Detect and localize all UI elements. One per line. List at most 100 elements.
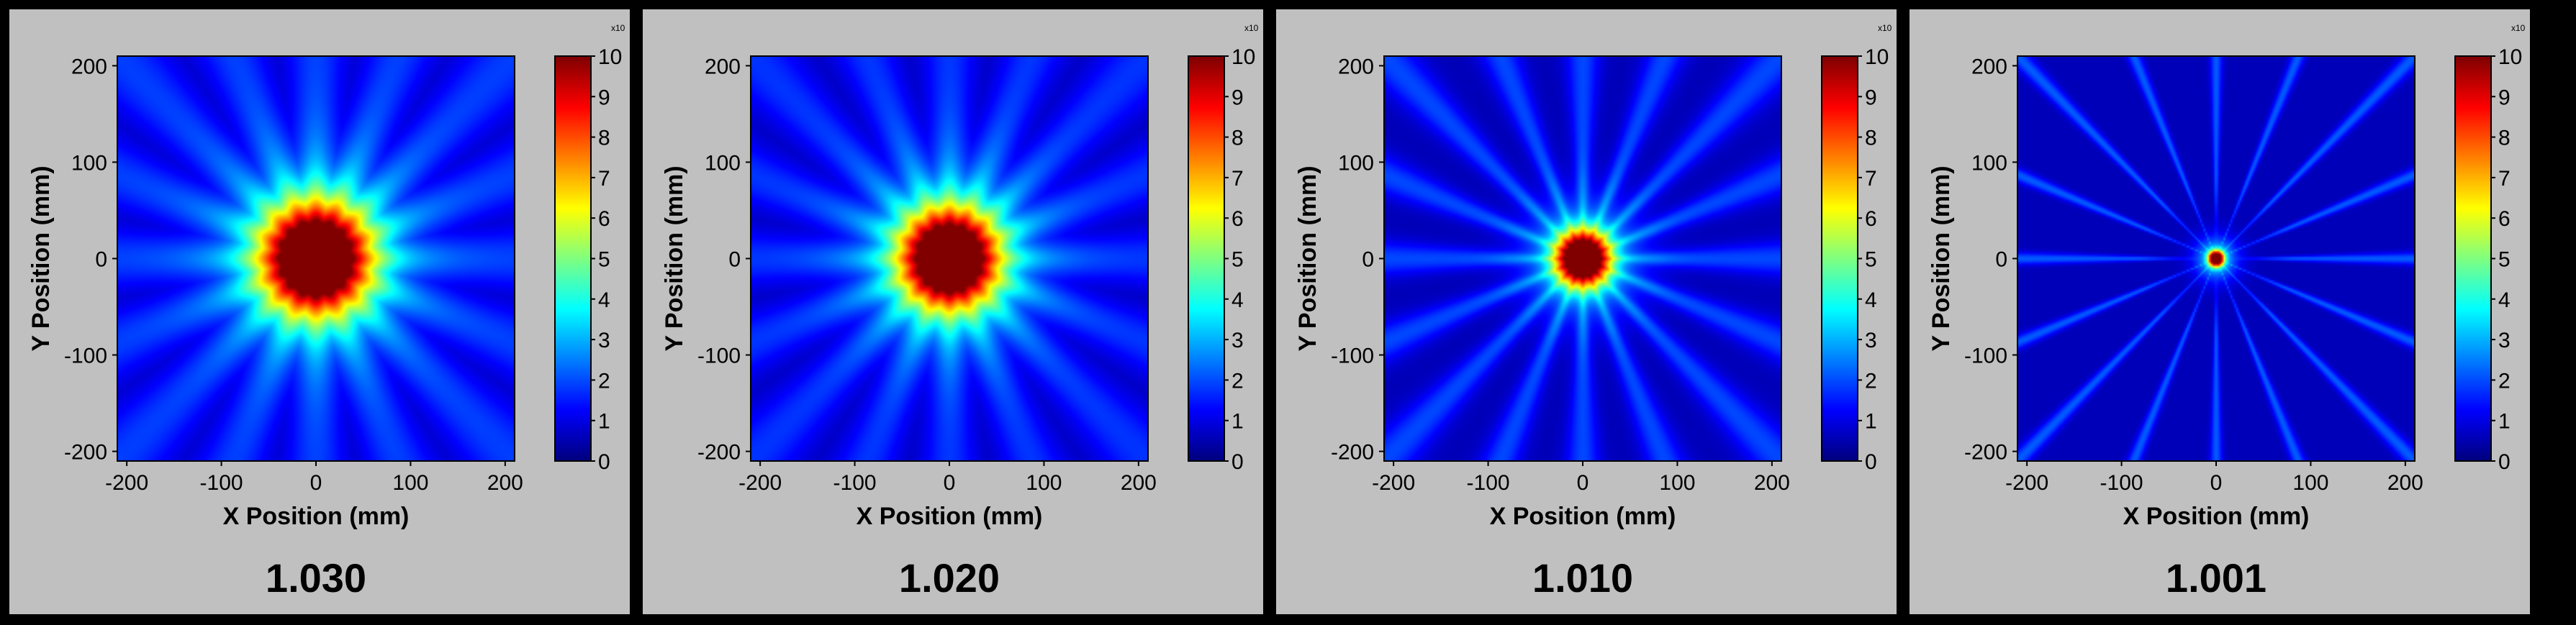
panel-title: 1.020	[899, 555, 1000, 601]
colorbar-scale-mark: x10	[2511, 23, 2526, 33]
colorbar-tick-label: 3	[1865, 329, 1877, 352]
y-tick-label: 200	[1338, 55, 1374, 78]
colorbar-tick-label: 3	[1231, 329, 1244, 352]
x-tick-label: -200	[1372, 471, 1415, 495]
colorbar-gradient	[1822, 56, 1858, 461]
y-axis-label: Y Position (mm)	[27, 165, 55, 351]
y-tick-label: 100	[1971, 151, 2007, 175]
x-tick-label: -100	[200, 471, 243, 495]
colorbar-tick-label: 5	[1865, 248, 1877, 272]
x-tick-label: 0	[944, 471, 956, 495]
colorbar-tick-label: 6	[1865, 207, 1877, 231]
colorbar-tick-label: 4	[1231, 288, 1244, 312]
y-tick-label: 0	[1362, 248, 1374, 272]
y-tick-label: -100	[64, 345, 107, 368]
y-tick-label: -100	[1331, 345, 1374, 368]
y-tick-label: -200	[697, 441, 741, 465]
heatmap-image	[117, 56, 515, 461]
heatmap-panel-3: -200 -100 0 100 200 -200 -100 0 100 200 X Position…	[1276, 9, 1897, 614]
y-tick-label: 100	[71, 151, 107, 175]
colorbar-tick-label: 10	[1231, 45, 1255, 69]
x-axis-label: X Position (mm)	[857, 503, 1043, 530]
x-tick-label: 0	[2210, 471, 2223, 495]
colorbar-tick-label: 5	[2498, 248, 2511, 272]
x-tick-label: -200	[105, 471, 148, 495]
colorbar-tick-label: 3	[2498, 329, 2511, 352]
colorbar-tick-label: 4	[2498, 288, 2511, 312]
colorbar-tick-label: 7	[1865, 167, 1877, 191]
colorbar-tick-label: 8	[1231, 127, 1244, 150]
colorbar-tick-label: 0	[2498, 450, 2511, 474]
y-tick-label: 200	[71, 55, 107, 78]
x-tick-label: 100	[1026, 471, 1062, 495]
colorbar-tick-label: 2	[2498, 369, 2511, 393]
heatmap-panel-4: -200 -100 0 100 200 -200 -100 0 100 200 X Position…	[1910, 9, 2530, 614]
colorbar-gradient	[2455, 56, 2491, 461]
colorbar-scale-mark: x10	[1244, 23, 1259, 33]
colorbar-tick-label: 9	[2498, 86, 2511, 109]
y-tick-label: -200	[1331, 441, 1374, 465]
colorbar-tick-label: 7	[598, 167, 610, 191]
colorbar-tick-label: 1	[1865, 410, 1877, 434]
colorbar-tick-label: 10	[2498, 45, 2522, 69]
x-axis-label: X Position (mm)	[2123, 503, 2310, 530]
x-tick-label: -200	[738, 471, 782, 495]
x-axis-label: X Position (mm)	[223, 503, 410, 530]
colorbar-tick-label: 8	[2498, 127, 2511, 150]
x-tick-label: -100	[833, 471, 877, 495]
colorbar-tick-label: 9	[598, 86, 610, 109]
y-tick-label: -100	[1964, 345, 2007, 368]
colorbar-tick-label: 9	[1231, 86, 1244, 109]
colorbar-gradient	[555, 56, 591, 461]
x-axis-label: X Position (mm)	[1490, 503, 1676, 530]
x-tick-label: 200	[487, 471, 523, 495]
y-axis-label: Y Position (mm)	[1294, 165, 1321, 351]
colorbar-tick-label: 1	[1231, 410, 1244, 434]
y-tick-label: 200	[1971, 55, 2007, 78]
y-tick-label: 100	[705, 151, 741, 175]
colorbar-tick-label: 5	[598, 248, 610, 272]
x-tick-label: 200	[1121, 471, 1157, 495]
colorbar-tick-label: 0	[598, 450, 610, 474]
colorbar-tick-label: 2	[1865, 369, 1877, 393]
y-tick-label: 0	[728, 248, 741, 272]
x-tick-label: 0	[1577, 471, 1589, 495]
x-tick-label: -100	[1467, 471, 1510, 495]
x-tick-label: 0	[310, 471, 322, 495]
heatmap-image	[1384, 56, 1781, 461]
x-tick-label: -200	[2005, 471, 2048, 495]
y-axis-label: Y Position (mm)	[1928, 165, 1955, 351]
panel-title: 1.030	[266, 555, 366, 601]
y-tick-label: -100	[697, 345, 741, 368]
y-tick-label: 0	[1995, 248, 2007, 272]
x-tick-label: -100	[2100, 471, 2143, 495]
colorbar-tick-label: 0	[1231, 450, 1244, 474]
colorbar-tick-label: 3	[598, 329, 610, 352]
colorbar-tick-label: 5	[1231, 248, 1244, 272]
colorbar-tick-label: 7	[2498, 167, 2511, 191]
y-tick-label: 0	[95, 248, 107, 272]
colorbar-tick-label: 4	[598, 288, 610, 312]
colorbar-scale-mark: x10	[1878, 23, 1892, 33]
colorbar-tick-label: 6	[2498, 207, 2511, 231]
colorbar-scale-mark: x10	[611, 23, 625, 33]
colorbar-tick-label: 6	[1231, 207, 1244, 231]
x-tick-label: 200	[1754, 471, 1790, 495]
y-tick-label: 100	[1338, 151, 1374, 175]
panel-title: 1.001	[2166, 555, 2267, 601]
colorbar-tick-label: 10	[598, 45, 622, 69]
heatmap-panel-2: -200 -100 0 100 200 -200 -100 0 100 200 X Position…	[643, 9, 1263, 614]
x-tick-label: 100	[2292, 471, 2328, 495]
colorbar-tick-label: 1	[598, 410, 610, 434]
y-tick-label: -200	[64, 441, 107, 465]
colorbar-tick-label: 2	[1231, 369, 1244, 393]
heatmap-image	[751, 56, 1148, 461]
colorbar-gradient	[1188, 56, 1224, 461]
heatmap-chart-3: -200 -100 0 100 200 -200 -100 0 100 200 X Position…	[1294, 23, 1892, 601]
colorbar-tick-label: 7	[1231, 167, 1244, 191]
colorbar-tick-label: 8	[1865, 127, 1877, 150]
x-tick-label: 100	[1659, 471, 1695, 495]
x-tick-label: 100	[392, 471, 428, 495]
